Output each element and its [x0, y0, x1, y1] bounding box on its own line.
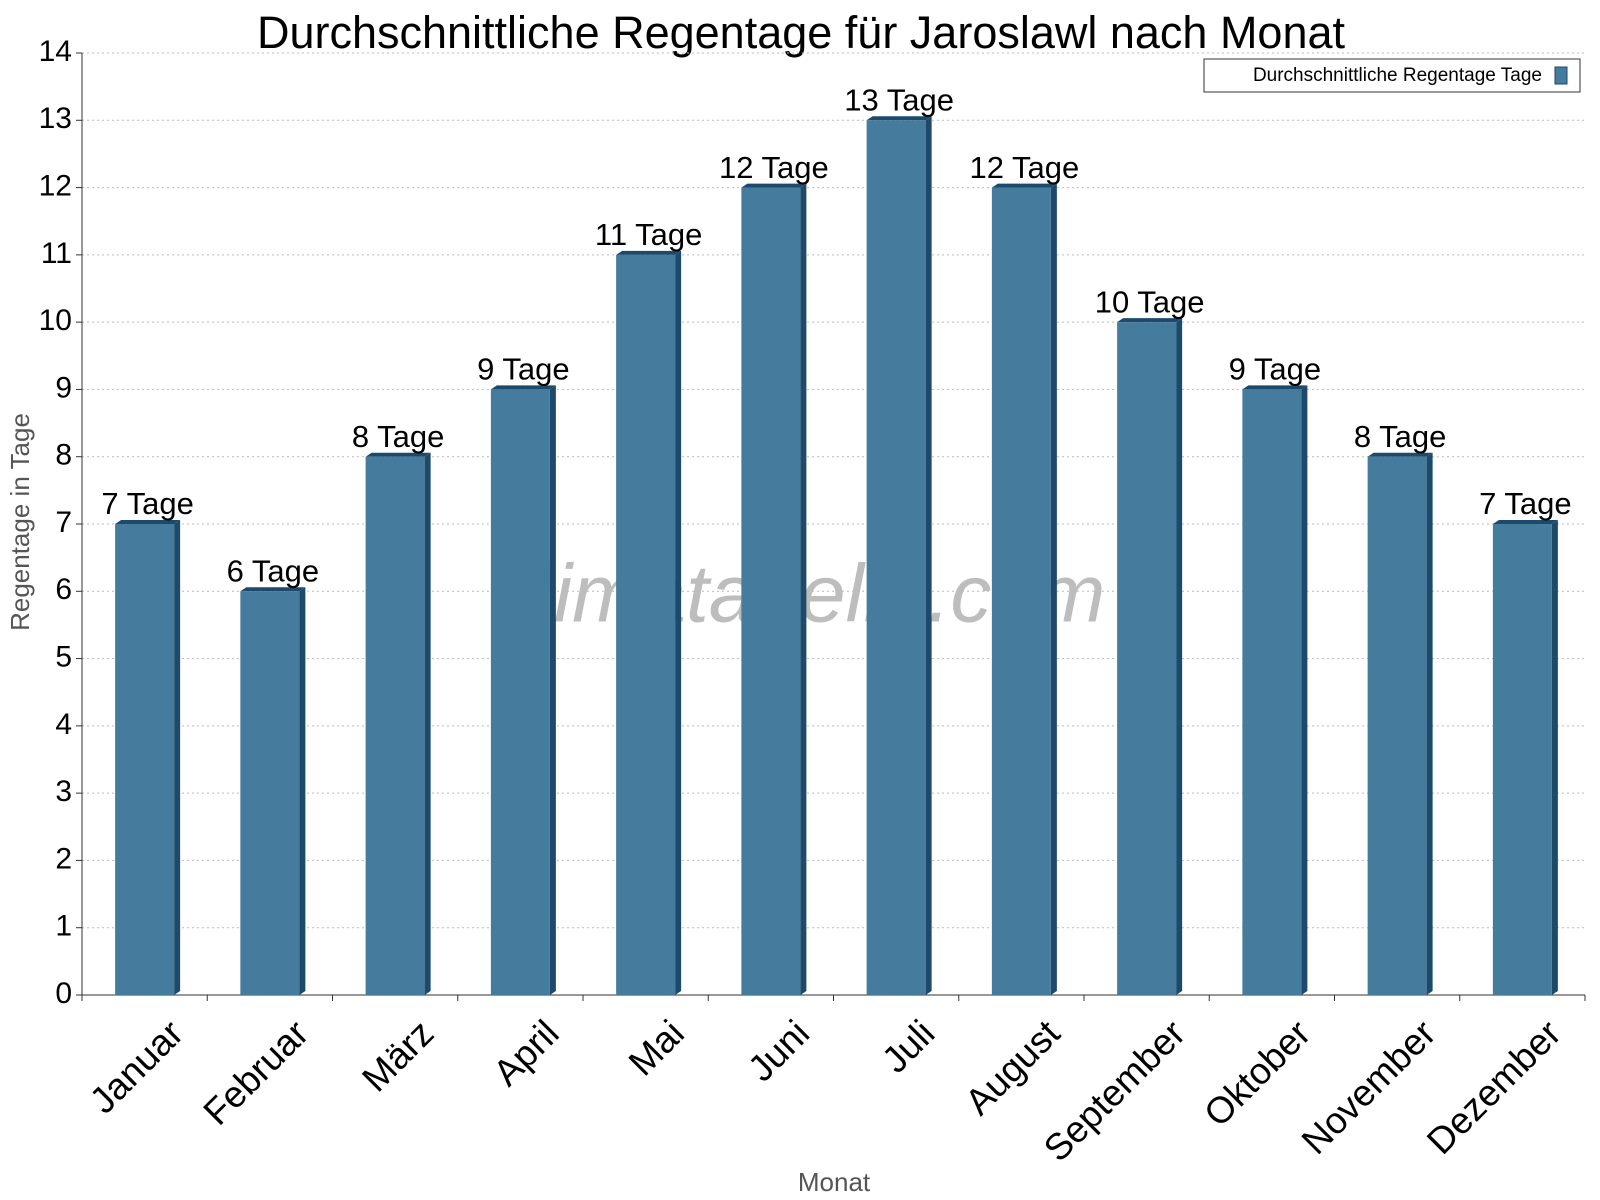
- bar-top: [866, 116, 932, 121]
- bar-top: [991, 183, 1057, 188]
- x-tick-label: Juli: [874, 1012, 942, 1080]
- data-label: 11 Tage: [595, 217, 702, 252]
- x-tick-label: März: [354, 1012, 441, 1099]
- x-tick-label: Dezember: [1419, 1012, 1569, 1162]
- bar: [365, 456, 425, 995]
- legend-label: Durchschnittliche Regentage Tage: [1253, 65, 1542, 86]
- bar-side: [1551, 520, 1558, 995]
- data-label: 7 Tage: [101, 486, 194, 521]
- data-label: 12 Tage: [719, 150, 829, 185]
- y-tick-label: 11: [41, 237, 72, 270]
- y-tick-label: 12: [39, 169, 72, 202]
- y-tick-label: 10: [39, 304, 72, 337]
- bar-side: [174, 520, 181, 995]
- bar-side: [1426, 452, 1433, 995]
- bar-side: [299, 587, 306, 995]
- bar: [490, 389, 550, 995]
- bar-side: [424, 452, 431, 995]
- bar-side: [675, 250, 682, 995]
- bar-top: [1367, 452, 1433, 457]
- bar-top: [240, 587, 306, 592]
- x-tick-label: Januar: [82, 1012, 191, 1121]
- bar-top: [741, 183, 807, 188]
- x-tick-label: November: [1294, 1012, 1444, 1162]
- y-tick-label: 5: [55, 640, 72, 673]
- bar-top: [115, 520, 181, 524]
- bar-side: [925, 116, 932, 996]
- bar-side: [1176, 318, 1183, 996]
- legend-swatch: [1554, 66, 1568, 85]
- bar-side: [1050, 183, 1057, 996]
- data-label: 8 Tage: [352, 419, 445, 454]
- x-axis-label: Monat: [798, 1167, 871, 1197]
- x-tick-label: April: [485, 1012, 566, 1093]
- y-tick-label: 1: [55, 910, 72, 943]
- y-tick-label: 0: [55, 977, 72, 1010]
- x-tick-label: August: [957, 1012, 1068, 1123]
- x-tick-label: Oktober: [1196, 1012, 1318, 1134]
- bar: [1242, 389, 1302, 995]
- data-label: 6 Tage: [227, 553, 320, 588]
- y-tick-label: 13: [39, 102, 72, 135]
- x-tick-label: Juni: [740, 1012, 817, 1089]
- data-label: 9 Tage: [477, 352, 570, 387]
- bar-top: [616, 250, 682, 255]
- bar: [991, 187, 1051, 996]
- y-tick-label: 14: [39, 35, 72, 68]
- bar-top: [490, 385, 556, 390]
- bar-side: [800, 183, 807, 996]
- y-tick-label: 7: [55, 506, 72, 539]
- bar-side: [1301, 385, 1308, 995]
- x-tick-label: Mai: [621, 1012, 692, 1083]
- bar-top: [1242, 385, 1308, 390]
- y-axis-label: Regentage in Tage: [5, 413, 35, 631]
- x-tick-label: Februar: [196, 1012, 317, 1133]
- data-label: 10 Tage: [1095, 284, 1205, 319]
- bar: [1367, 456, 1427, 995]
- bar-top: [1117, 318, 1183, 323]
- y-tick-label: 9: [55, 371, 72, 404]
- data-label: 13 Tage: [844, 82, 954, 117]
- bar-top: [365, 452, 431, 457]
- data-label: 12 Tage: [969, 150, 1079, 185]
- y-tick-label: 8: [55, 439, 72, 472]
- bar: [1492, 524, 1552, 995]
- bar-side: [549, 385, 556, 995]
- bar: [616, 254, 676, 995]
- y-tick-label: 2: [55, 842, 72, 875]
- y-tick-label: 6: [55, 573, 72, 606]
- chart-title: Durchschnittliche Regentage für Jaroslaw…: [257, 7, 1346, 58]
- bar: [741, 187, 801, 996]
- bar: [866, 120, 926, 996]
- y-tick-label: 4: [55, 708, 72, 741]
- data-label: 8 Tage: [1354, 419, 1447, 454]
- data-label: 9 Tage: [1229, 352, 1322, 387]
- y-tick-label: 3: [55, 775, 72, 808]
- bar: [115, 524, 175, 995]
- legend-box: [1203, 58, 1581, 93]
- bar-top: [1492, 520, 1558, 524]
- bar: [1117, 322, 1177, 996]
- data-label: 7 Tage: [1479, 486, 1572, 521]
- bar: [240, 591, 300, 995]
